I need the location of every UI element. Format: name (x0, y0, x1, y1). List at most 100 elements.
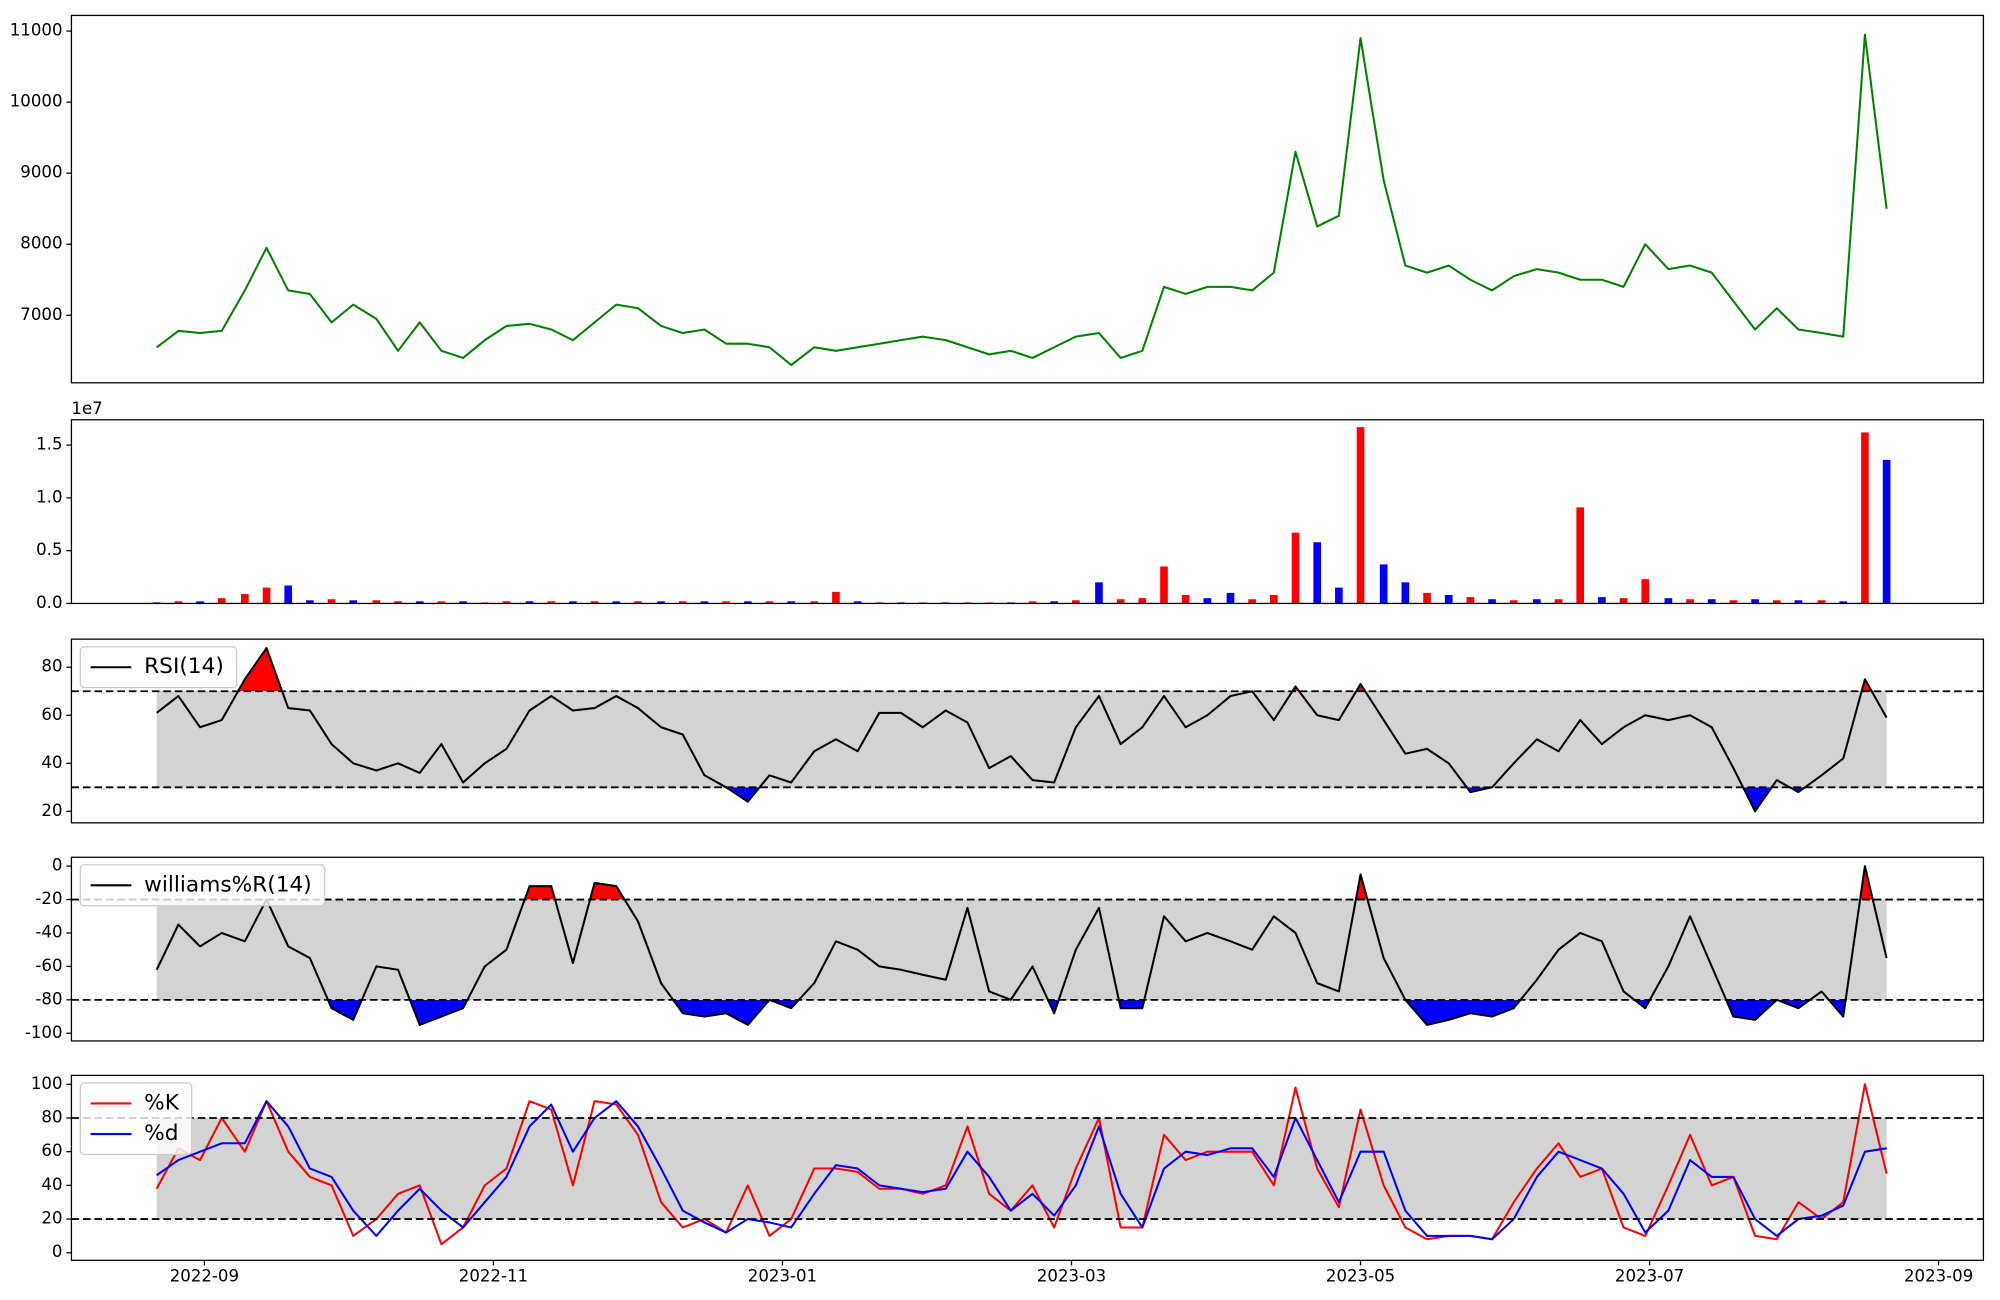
volume-bar (1203, 598, 1212, 604)
y-tick-label: 0.0 (36, 593, 62, 612)
volume-bar (700, 601, 709, 604)
x-tick-label: 2022-11 (459, 1266, 528, 1285)
plot-frame (71, 419, 1984, 604)
y-tick-label: 20 (41, 1209, 62, 1228)
y-tick-label: 40 (41, 1175, 62, 1194)
volume-bar (678, 601, 687, 604)
legend-box (79, 1082, 193, 1156)
volume-bar (1882, 459, 1891, 604)
volume-bar (1619, 598, 1628, 604)
y-tick-label: 10000 (10, 92, 63, 111)
plot-border (70, 1074, 1985, 1261)
volume-bar (459, 601, 467, 604)
volume-bar (1072, 600, 1080, 604)
volume-bar (1751, 599, 1759, 604)
volume-bar (1138, 598, 1147, 604)
legend: RSI(14) (79, 646, 238, 689)
legend-box (79, 646, 238, 689)
volume-bar (1335, 587, 1343, 604)
volume-bar (1466, 597, 1475, 604)
volume-bar (1533, 599, 1541, 604)
volume-bar (349, 600, 358, 604)
legend-label: williams%R(14) (144, 872, 312, 897)
volume-bar (832, 591, 840, 604)
legend-box (79, 864, 326, 907)
y-tick-label: 80 (41, 657, 62, 676)
legend-label: %K (144, 1090, 180, 1115)
axis-offset-label: 1e7 (71, 399, 102, 418)
y-tick-label: -100 (25, 1023, 63, 1042)
volume-bar (394, 601, 402, 604)
volume-bar (437, 601, 446, 604)
volume-bar (372, 600, 381, 604)
plot-border (70, 14, 1985, 384)
x-tick-label: 2023-05 (1326, 1266, 1395, 1285)
series-line (156, 33, 1888, 367)
volume-bar (1707, 599, 1716, 604)
volume-bar (1248, 599, 1256, 604)
x-tick-label: 2023-03 (1037, 1266, 1106, 1285)
volume-bar (1641, 579, 1650, 604)
x-tick-label: 2022-09 (170, 1266, 239, 1285)
volume-bar (810, 601, 819, 604)
y-tick-label: -60 (35, 956, 62, 975)
y-tick-label: 80 (41, 1107, 62, 1126)
volume-bar (217, 598, 226, 604)
volume-bar (327, 599, 336, 604)
volume-bar (1028, 601, 1037, 604)
y-tick-label: 0.5 (36, 540, 62, 559)
volume-bar (1861, 432, 1869, 604)
y-tick-label: -20 (35, 889, 62, 908)
volume-bar (502, 601, 511, 604)
y-tick-label: 7000 (20, 305, 62, 324)
series-line (156, 647, 1888, 813)
volume-bar (1423, 592, 1431, 604)
y-tick-label: 40 (41, 753, 62, 772)
volume-bar (1095, 582, 1103, 604)
volume-bar (1554, 599, 1563, 604)
series-line (156, 1100, 1887, 1241)
y-tick-label: 1.5 (36, 435, 62, 454)
y-tick-label: 20 (41, 801, 62, 820)
x-tick-label: 2023-09 (1904, 1266, 1973, 1285)
y-tick-label: 1.0 (36, 487, 62, 506)
volume-bar (1664, 598, 1673, 604)
volume-bar (1401, 582, 1410, 604)
y-tick-label: 0 (52, 1242, 63, 1261)
volume-bar (634, 601, 642, 604)
volume-bar (1313, 542, 1322, 604)
volume-bar (765, 601, 774, 604)
volume-bar (1488, 599, 1496, 604)
volume-bar (306, 600, 314, 604)
plot-frame (71, 15, 1984, 383)
volume-bar (547, 601, 556, 604)
x-tick-label: 2023-07 (1615, 1266, 1684, 1285)
volume-bar (787, 601, 795, 604)
series-line (155, 865, 1888, 1026)
y-tick-label: 0 (52, 856, 63, 875)
volume-bar (241, 593, 249, 604)
y-tick-label: 9000 (20, 163, 62, 182)
volume-bar (1839, 601, 1848, 604)
legend: williams%R(14) (79, 864, 326, 907)
plot-border (70, 419, 1985, 605)
volume-bar (1379, 564, 1388, 604)
volume-bar (722, 601, 730, 604)
volume-bar (1817, 600, 1826, 604)
y-tick-label: 8000 (20, 234, 62, 253)
threshold-band (156, 1117, 1887, 1220)
y-tick-label: -40 (35, 922, 62, 941)
volume-bar (1686, 599, 1694, 604)
volume-bar (1598, 597, 1606, 604)
legend: %K %d (79, 1082, 193, 1156)
legend-label: %d (144, 1121, 178, 1146)
volume-bar (1356, 427, 1365, 604)
plot-border (70, 638, 1985, 824)
volume-bar (1050, 601, 1058, 604)
y-tick-label: 100 (31, 1074, 63, 1093)
volume-bar (612, 601, 621, 604)
y-tick-label: -80 (35, 989, 62, 1008)
volume-bar (1270, 594, 1278, 604)
y-tick-label: 60 (41, 705, 62, 724)
